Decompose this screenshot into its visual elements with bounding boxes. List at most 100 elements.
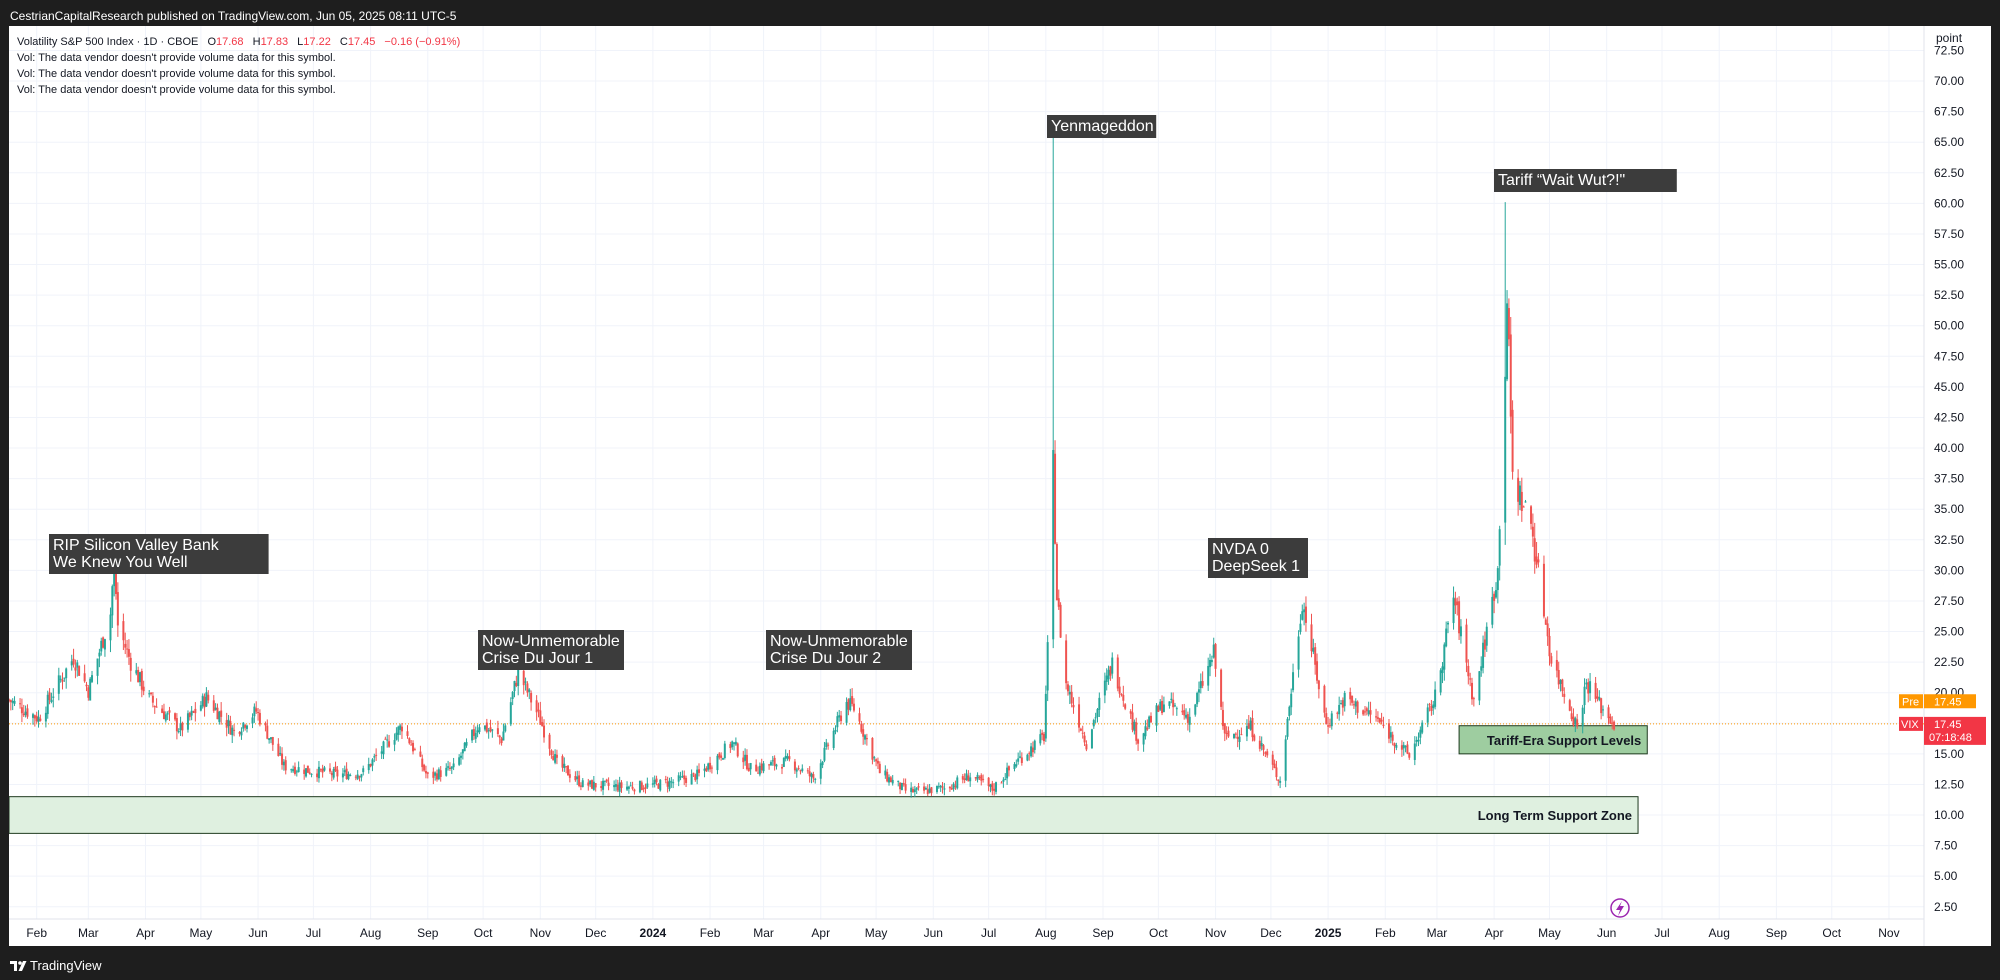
chart-plot[interactable]: 72.50 70.00 67.50 65.00 62.50 60.00 57.50 55.00… <box>9 26 1991 946</box>
candle-body <box>186 713 189 730</box>
candle-body <box>862 729 865 737</box>
candle-body <box>852 703 855 711</box>
candle-body <box>362 768 365 773</box>
candle-body <box>1137 739 1140 744</box>
candle-body <box>1196 692 1199 705</box>
candle-body <box>91 675 94 682</box>
candle-body <box>1258 740 1261 749</box>
candle-body <box>491 729 494 731</box>
candle-body <box>840 715 843 722</box>
candle-body <box>281 753 284 765</box>
candle-body <box>1491 596 1494 625</box>
candle-body <box>716 755 719 771</box>
candle-body <box>980 775 983 781</box>
annotation-box[interactable] <box>49 534 269 574</box>
annotation-text: Tariff “Wait Wut?!" <box>1498 172 1625 189</box>
price-tick-label: 42.50 <box>1934 410 1964 424</box>
candle-body <box>100 640 103 652</box>
candle-body <box>388 741 391 747</box>
candle-body <box>690 774 693 785</box>
candle-body <box>1199 681 1202 689</box>
tradingview-logo[interactable]: TradingView <box>10 957 102 973</box>
time-tick-label: Jun <box>248 926 267 940</box>
candle-body <box>729 744 732 749</box>
time-tick-label: Feb <box>1375 926 1396 940</box>
time-tick-label: Apr <box>136 926 155 940</box>
candle-body <box>659 779 662 791</box>
candle-body <box>707 763 710 770</box>
candle-body <box>410 744 413 746</box>
candle-body <box>271 737 274 745</box>
chart-frame[interactable]: 72.50 70.00 67.50 65.00 62.50 60.00 57.50 55.00… <box>9 26 1991 946</box>
candle-body <box>317 766 320 779</box>
time-tick-label: Feb <box>26 926 47 940</box>
candle-body <box>873 757 876 759</box>
candle-body <box>825 742 828 747</box>
candle-body <box>526 683 529 693</box>
candle-body <box>201 695 204 707</box>
candle-body <box>810 773 813 777</box>
candle-body <box>1266 751 1269 756</box>
candle-body <box>1587 682 1590 694</box>
annotation-box[interactable] <box>1047 115 1157 138</box>
candle-body <box>251 717 254 724</box>
candle-body <box>98 652 101 657</box>
candle-body <box>1548 635 1551 657</box>
low-key: L <box>297 36 304 48</box>
candle-body <box>806 770 809 772</box>
candle-body <box>1480 666 1483 671</box>
time-tick-label: Mar <box>78 926 99 940</box>
support-zone[interactable] <box>9 796 1639 834</box>
candle-body <box>1507 308 1510 340</box>
candle-body <box>736 743 739 757</box>
candle-body <box>432 771 435 778</box>
pre-price-value: 17.45 <box>1934 696 1962 708</box>
support-zone[interactable] <box>1458 725 1648 755</box>
candle-body <box>618 782 621 792</box>
lightning-icon[interactable] <box>1610 898 1630 918</box>
candle-body <box>1146 727 1149 730</box>
candle-body <box>1111 657 1114 674</box>
candle-body <box>681 776 684 778</box>
candle-body <box>941 786 944 788</box>
candle-body <box>821 761 824 766</box>
candle-body <box>297 767 300 772</box>
candle-body <box>1059 604 1062 638</box>
price-tick-label: 22.50 <box>1934 655 1964 669</box>
candle-body <box>858 713 861 722</box>
candle-body <box>1400 745 1403 750</box>
candle-body <box>535 700 538 713</box>
candle-body <box>899 782 902 790</box>
annotation-box[interactable] <box>478 630 624 670</box>
candle-body <box>334 766 337 771</box>
candle-body <box>1028 753 1031 755</box>
candle-body <box>1583 686 1586 706</box>
candle-body <box>567 765 570 776</box>
candle-body <box>578 775 581 786</box>
symbol-name[interactable]: Volatility S&P 500 Index · 1D · CBOE <box>17 36 199 48</box>
candle-body <box>537 709 540 711</box>
candle-body <box>434 772 437 776</box>
candle-body <box>993 788 996 791</box>
annotation-box[interactable] <box>766 630 912 670</box>
candle-body <box>1336 712 1339 714</box>
price-tick-label: 37.50 <box>1934 472 1964 486</box>
candle-body <box>1447 622 1450 625</box>
annotation-box[interactable] <box>1494 169 1677 192</box>
candle-body <box>284 760 287 771</box>
candle-body <box>448 767 451 769</box>
candle-body <box>808 771 811 777</box>
annotation-box[interactable] <box>1208 538 1308 578</box>
candle-body <box>87 687 90 698</box>
candle-body <box>474 732 477 739</box>
candle-body <box>1118 686 1121 694</box>
candle-body <box>666 781 669 787</box>
price-tick-label: 35.00 <box>1934 502 1964 516</box>
candle-body <box>1328 725 1331 727</box>
candle-body <box>607 782 610 786</box>
candle-body <box>502 731 505 741</box>
candle-body <box>109 614 112 641</box>
candle-body <box>1611 722 1614 724</box>
candle-body <box>37 716 40 722</box>
candle-body <box>245 725 248 729</box>
